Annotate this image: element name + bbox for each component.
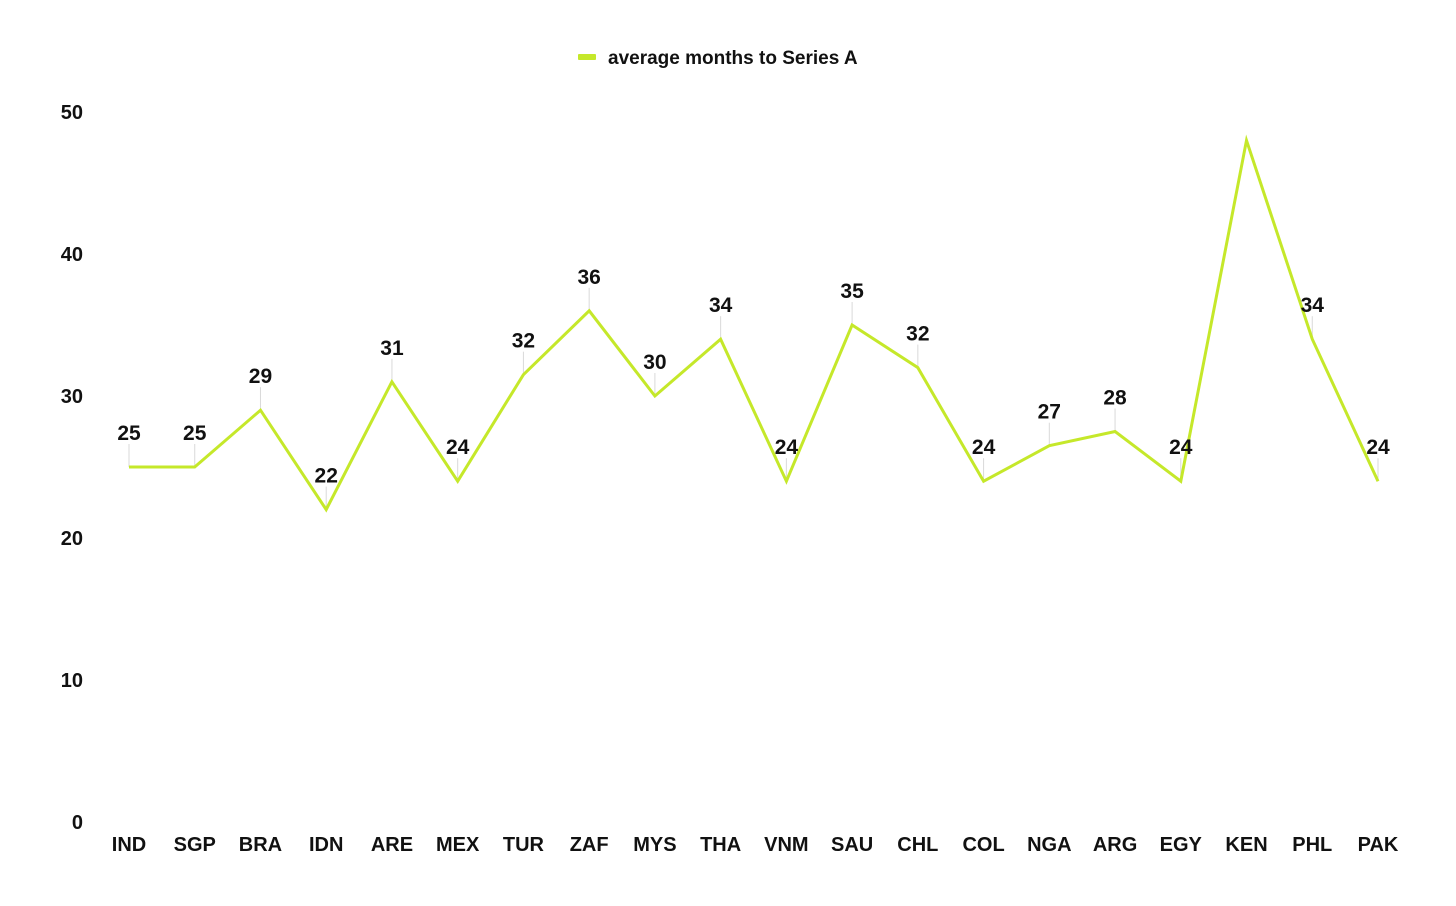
y-tick-label: 0 [72, 812, 83, 834]
data-label: 24 [775, 436, 799, 459]
value-labels: 25 25 29 22 31 24 32 36 30 34 24 35 32 24 27 28 24 34 24 [117, 266, 1390, 488]
data-label: 24 [1366, 436, 1390, 459]
legend: average months to Series A [578, 48, 858, 69]
x-tick-label: VNM [764, 834, 808, 856]
data-label: 34 [709, 294, 733, 317]
x-tick-label: IND [112, 834, 146, 856]
x-tick-label: NGA [1027, 834, 1071, 856]
data-label: 25 [117, 422, 141, 445]
data-label: 24 [446, 436, 470, 459]
data-label: 28 [1103, 387, 1127, 410]
x-tick-label: TUR [503, 834, 545, 856]
y-tick-label: 10 [61, 670, 83, 692]
x-tick-label: PAK [1358, 834, 1399, 856]
data-label: 29 [249, 365, 272, 388]
x-tick-label: COL [962, 834, 1004, 856]
x-axis: IND SGP BRA IDN ARE MEX TUR ZAF MYS THA VNM SAU CHL C… [112, 834, 1399, 856]
x-tick-label: ZAF [570, 834, 609, 856]
y-tick-label: 40 [61, 244, 83, 266]
data-label: 24 [1169, 436, 1193, 459]
legend-label: average months to Series A [608, 48, 858, 69]
data-label: 22 [315, 465, 338, 488]
series-line [129, 134, 1380, 513]
x-tick-label: KEN [1225, 834, 1267, 856]
data-label: 34 [1301, 294, 1325, 317]
x-tick-label: CHL [897, 834, 938, 856]
data-label: 31 [380, 337, 404, 360]
x-tick-label: ARE [371, 834, 413, 856]
data-label: 32 [906, 323, 929, 346]
x-tick-label: SAU [831, 834, 873, 856]
x-tick-label: ARG [1093, 834, 1137, 856]
x-tick-label: IDN [309, 834, 343, 856]
legend-swatch [578, 54, 596, 60]
y-axis: 0 10 20 30 40 50 [61, 102, 83, 834]
data-label: 27 [1038, 401, 1061, 424]
y-tick-label: 30 [61, 386, 83, 408]
label-leader-lines [128, 287, 1379, 510]
data-label: 36 [577, 266, 600, 289]
data-label: 25 [183, 422, 207, 445]
x-tick-label: BRA [239, 834, 282, 856]
x-tick-label: EGY [1160, 834, 1203, 856]
data-label: 24 [972, 436, 996, 459]
data-label: 30 [643, 351, 666, 374]
y-tick-label: 50 [61, 102, 83, 124]
data-label: 35 [840, 280, 864, 303]
data-label: 32 [512, 330, 535, 353]
x-tick-label: SGP [174, 834, 216, 856]
x-tick-label: MEX [436, 834, 480, 856]
y-tick-label: 20 [61, 528, 83, 550]
x-tick-label: THA [700, 834, 741, 856]
x-tick-label: PHL [1292, 834, 1332, 856]
x-tick-label: MYS [633, 834, 676, 856]
